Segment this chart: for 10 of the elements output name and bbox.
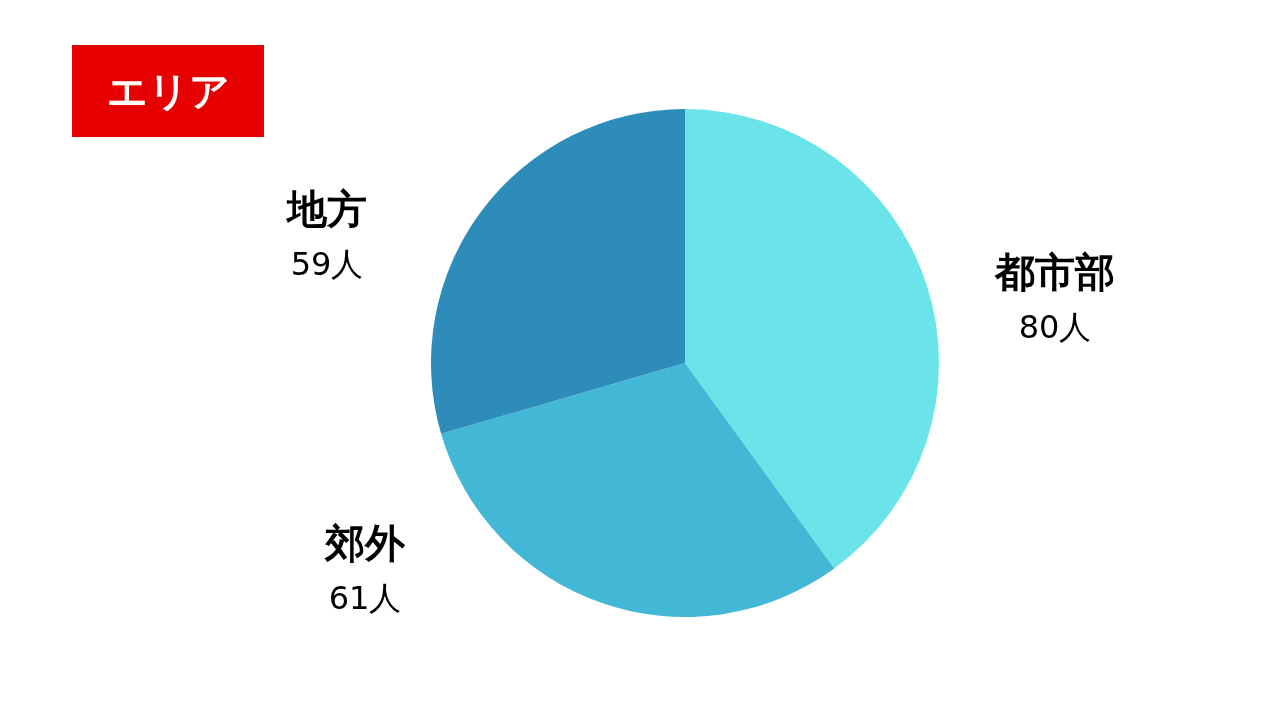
data-label: 80人 — [1018, 308, 1092, 347]
pie-slice — [441, 363, 835, 617]
data-label: 61人 — [328, 579, 402, 618]
slice-label: 地方 — [285, 186, 368, 233]
chart-title: エリア — [106, 66, 230, 116]
slice-label: 郊外 — [324, 520, 407, 567]
pie-slice — [431, 109, 685, 434]
data-label: 59人 — [290, 245, 364, 284]
pie-slice — [685, 109, 939, 569]
slice-label: 都市部 — [994, 249, 1116, 296]
